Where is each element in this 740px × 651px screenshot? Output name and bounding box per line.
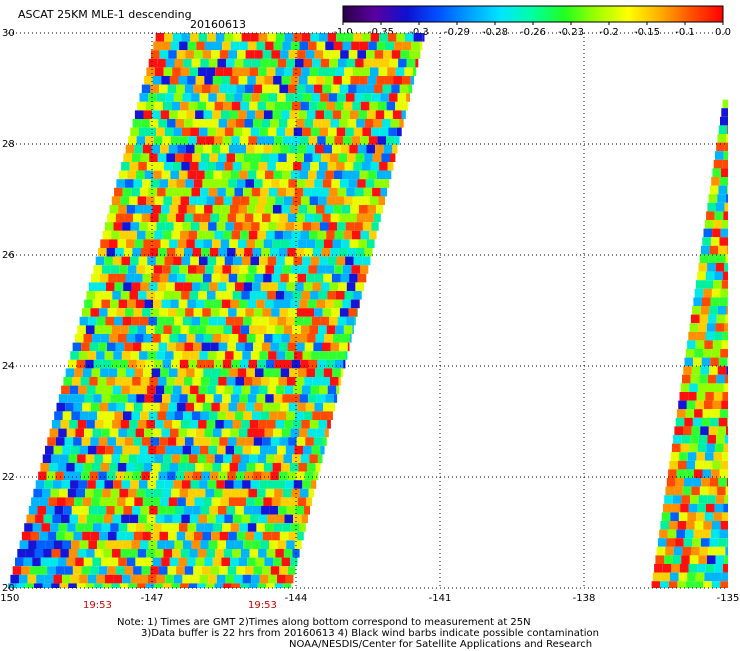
satellite-swath [651, 99, 728, 588]
y-tick-label: 28 [2, 139, 15, 150]
y-tick-label: 22 [2, 472, 15, 483]
y-tick-label: 30 [2, 28, 15, 39]
footnote-line-3: NOAA/NESDIS/Center for Satellite Applica… [289, 639, 593, 650]
map-date: 20160613 [190, 18, 246, 31]
x-tick-label: -138 [573, 593, 596, 604]
colorbar: -1.0-0.35-0.3-0.29-0.28-0.26-0.23-0.2-0.… [333, 5, 731, 38]
colorbar-gradient [342, 5, 724, 23]
x-tick-label: -144 [285, 593, 308, 604]
colorbar-tick-label: -0.15 [634, 27, 660, 38]
colorbar-tick-label: -0.3 [409, 27, 429, 38]
x-tick-label: -150 [0, 593, 19, 604]
colorbar-tick-label: -0.28 [482, 27, 508, 38]
x-tick-label: -141 [429, 593, 452, 604]
x-tick-label: -135 [717, 593, 740, 604]
colorbar-tick-label: -0.23 [558, 27, 584, 38]
footnote-line-2: 3)Data buffer is 22 hrs from 20160613 4)… [141, 628, 599, 639]
colorbar-tick-label: -1.0 [333, 27, 353, 38]
footnote-line-1: Note: 1) Times are GMT 2)Times along bot… [117, 617, 531, 628]
map-grid [8, 32, 728, 588]
satellite-swath [8, 33, 425, 588]
swath-layer [8, 33, 728, 588]
x-tick-label: -147 [141, 593, 164, 604]
map-title: ASCAT 25KM MLE-1 descending [18, 8, 192, 21]
y-tick-label: 20 [2, 583, 15, 594]
y-tick-label: 26 [2, 250, 15, 261]
y-tick-label: 24 [2, 361, 15, 372]
colorbar-tick-label: 0.0 [715, 27, 731, 38]
map-axes: -150 -147 -144 -141 -138 -135 20 22 24 26 28 30 [0, 28, 739, 604]
pass-time-label: 19:53 [83, 600, 112, 611]
pass-time-label: 19:53 [248, 600, 277, 611]
